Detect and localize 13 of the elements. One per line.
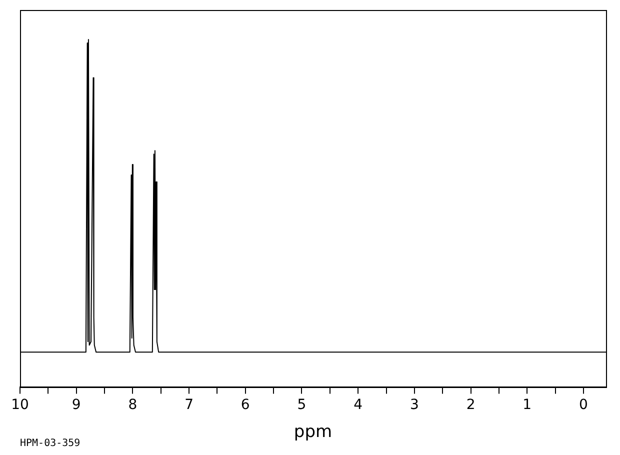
x-tick-label: 5 bbox=[297, 396, 306, 413]
x-axis-title: ppm bbox=[294, 422, 332, 442]
x-tick-label: 4 bbox=[354, 396, 363, 413]
x-tick-label: 3 bbox=[410, 396, 419, 413]
x-tick-label: 9 bbox=[72, 396, 81, 413]
x-tick-label: 7 bbox=[184, 396, 194, 413]
x-tick-label: 10 bbox=[11, 396, 29, 413]
text: HPM-03-359 bbox=[20, 438, 80, 449]
x-tick-label: 1 bbox=[522, 396, 532, 413]
x-tick-label: 0 bbox=[579, 396, 588, 413]
x-tick-label: 8 bbox=[128, 396, 138, 413]
x-tick-label: 2 bbox=[466, 396, 476, 413]
x-tick-label: 6 bbox=[240, 396, 250, 413]
